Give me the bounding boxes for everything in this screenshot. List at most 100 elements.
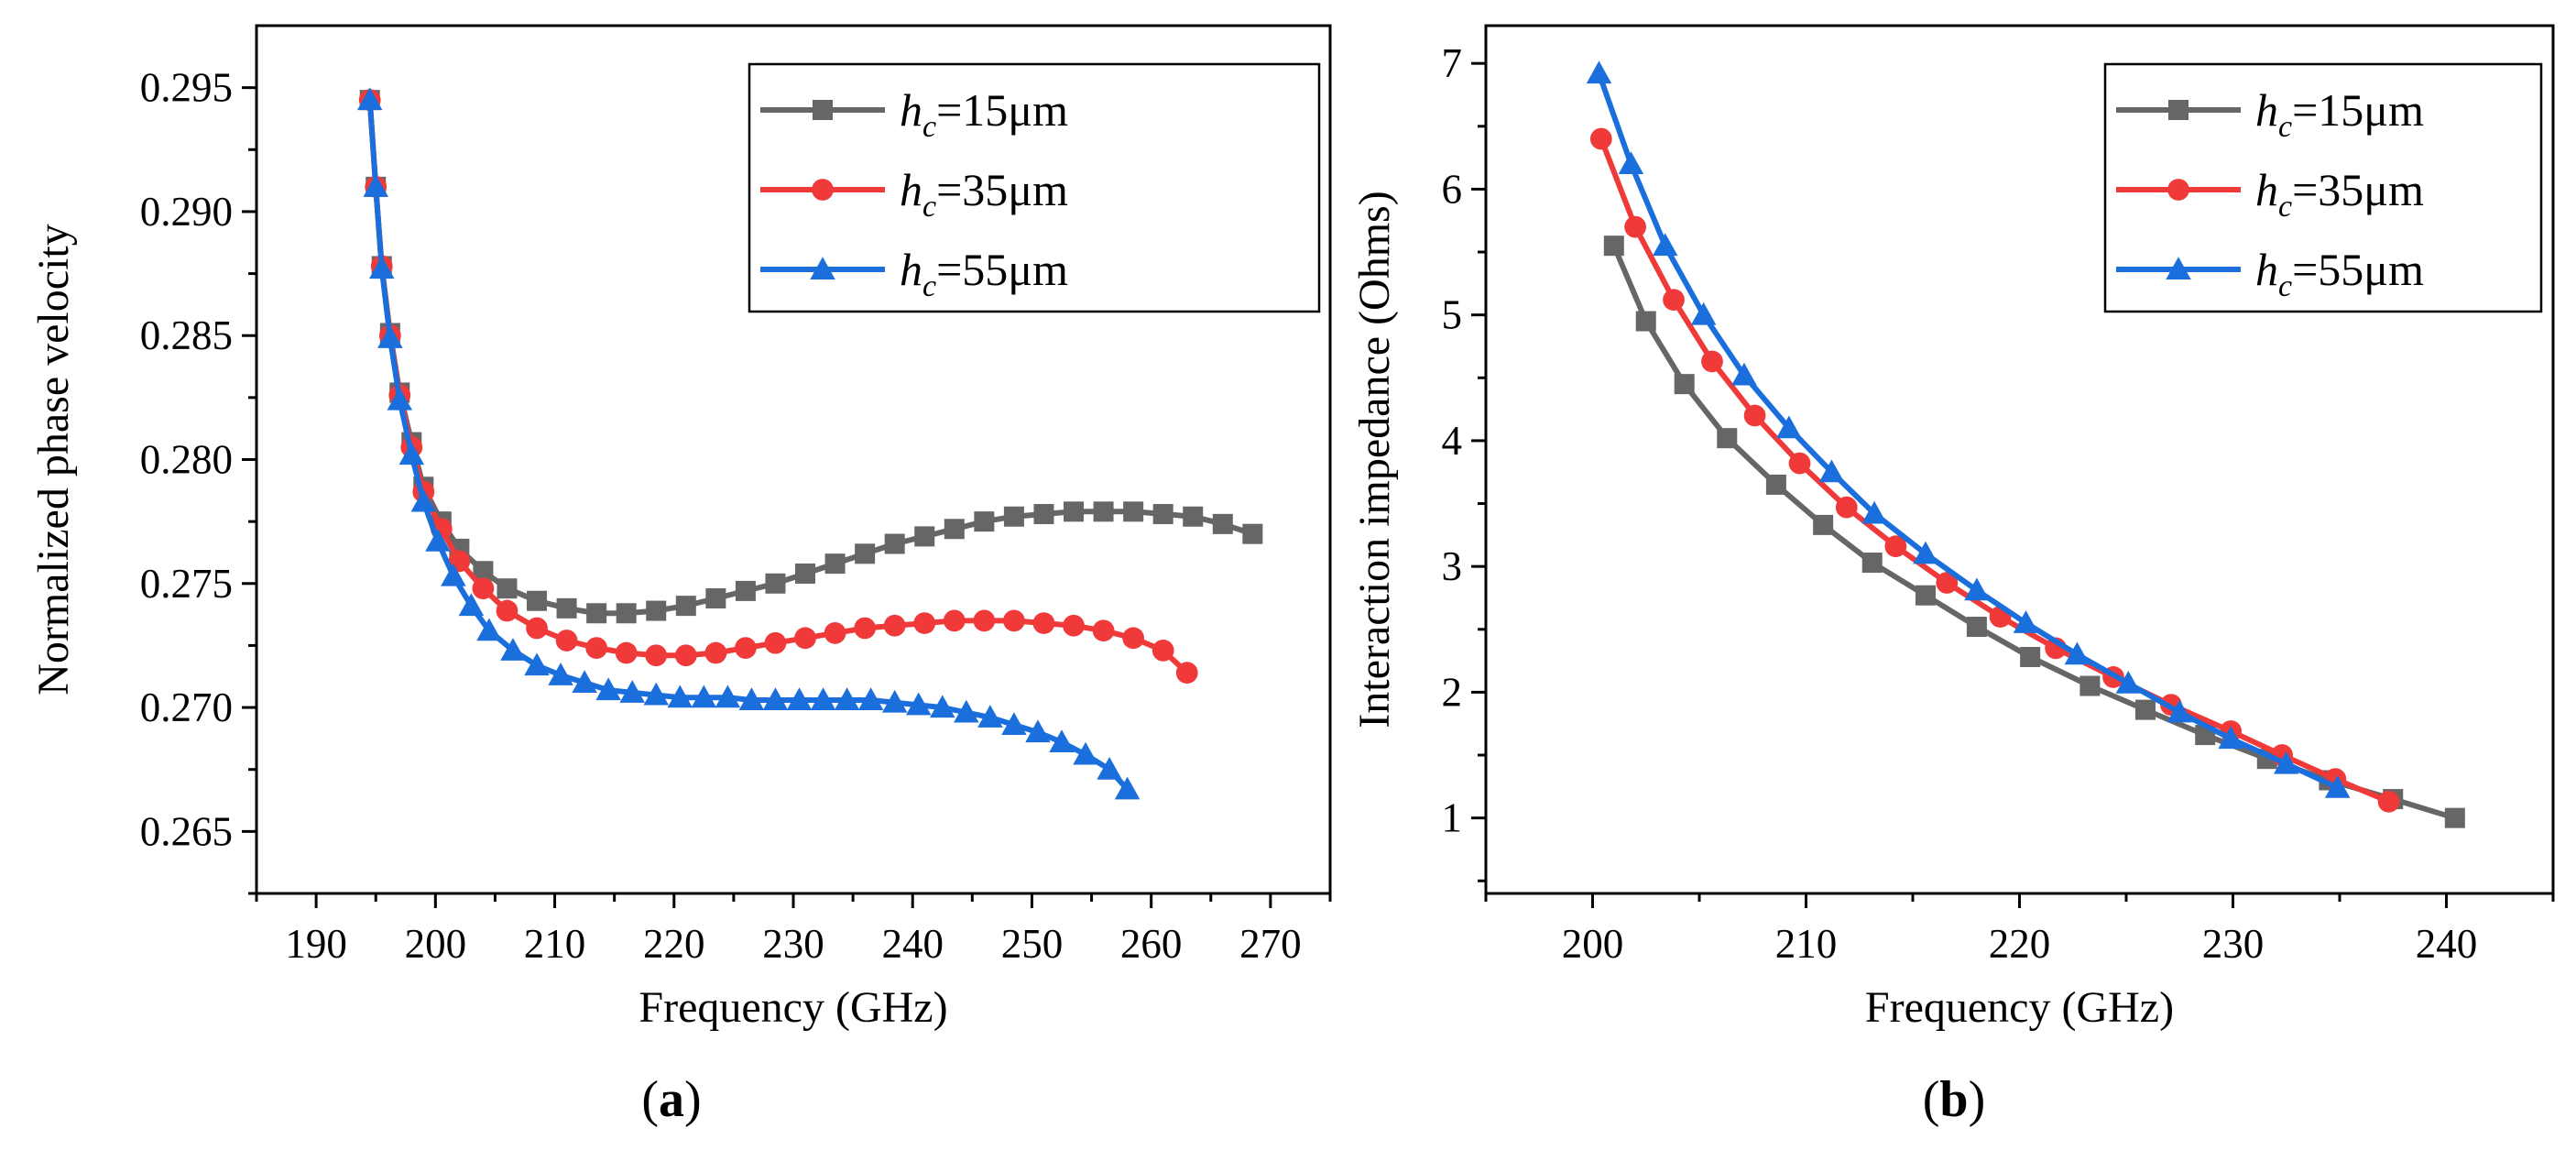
panel-a-data-point [496,599,518,622]
panel-a-data-point [1033,504,1054,525]
panel-a-data-point [691,685,717,708]
panel-b-data-point [1964,577,1990,601]
panel-b-legend-label: hc=55μm [2255,244,2424,303]
panel-a-data-point [377,325,403,348]
panel-a-data-point [795,563,816,584]
panel-a-data-point [884,533,905,554]
panel-b-y-tick-label: 6 [1442,166,1463,212]
panel-b-data-point [2274,750,2299,774]
panel-a-y-tick-label: 0.280 [140,437,233,483]
panel-a-data-point [556,597,577,619]
panel-a-data-point [586,603,607,624]
panel-b-label: (b) [1923,1071,1985,1128]
panel-a-data-point [548,663,573,685]
panel-a-data-point [675,596,696,617]
panel-a-series-55um [356,87,1141,800]
panel-b-data-point [1717,428,1738,449]
panel-b-data-point [1624,215,1646,238]
panel-b-data-point [1788,452,1811,475]
panel-a-data-point [974,511,995,532]
panel-b-data-point [1818,459,1845,483]
panel-b-x-axis-title: Frequency (GHz) [1865,983,2174,1032]
panel-b-data-point [1915,585,1936,606]
panel-a-data-point [715,685,741,708]
panel-a-data-point [527,590,548,611]
panel-b-legend-label: hc=35μm [2255,164,2424,224]
panel-a-data-point [441,563,466,586]
panel-a-x-tick-label: 240 [881,921,944,967]
panel-a-data-point [1183,506,1204,527]
panel-a-data-point [1175,662,1198,685]
panel-a-x-tick-label: 210 [524,921,586,967]
panel-a-data-point [1092,619,1115,642]
panel-a-data-point [387,387,413,411]
panel-a-data-point [1122,627,1145,650]
panel-b-data-point [2020,646,2041,667]
panel-a-y-tick-label: 0.265 [140,808,233,854]
panel-b-data-point [1861,553,1883,574]
panel-b-data-point [2324,774,2351,798]
panel-b-y-tick-label: 2 [1442,669,1463,715]
panel-a-data-point [1063,614,1085,637]
panel-a-data-point [1212,513,1233,534]
panel-a-x-tick-label: 190 [285,921,347,967]
panel-a-data-point [881,689,908,713]
panel-a-data-point [497,578,518,599]
panel-a-data-point [615,641,638,664]
panel-a-data-point [619,680,645,703]
panel-a-data-point [857,687,884,710]
panel-a-data-point [398,442,425,465]
panel-a-data-point [913,612,936,634]
panel-a-x-tick-label: 270 [1239,921,1302,967]
panel-a-data-point [738,687,765,710]
panel-a-data-point [954,699,979,723]
panel-b-data-point [1701,350,1723,373]
panel-b-data-point [1776,415,1802,439]
panel-a-data-point [667,685,693,708]
panel-a-x-axis-title: Frequency (GHz) [639,983,947,1032]
panel-a-data-point [500,638,526,661]
panel-b-x-tick-label: 230 [2202,921,2265,967]
panel-a-data-point [646,600,667,621]
panel-a-data-point [883,614,906,637]
panel-b-y-tick-label: 3 [1442,543,1463,589]
panel-a-data-point [930,695,955,718]
panel-b-data-point [1835,496,1858,519]
panel-b-data-point [2013,610,2039,633]
panel-a-y-tick-label: 0.270 [140,685,233,730]
panel-b-data-point [2444,807,2465,828]
panel-a-data-point [1152,504,1173,525]
panel-a-data-point [1049,729,1075,752]
panel-a-data-point [555,630,578,652]
panel-b-y-tick-label: 4 [1442,418,1463,464]
panel-a-legend: hc=15μm hc=35μm hc=55μm [748,62,1321,313]
panel-a-data-point [824,622,846,644]
panel-b-data-point [1652,233,1678,257]
panel-b-data-point [1618,151,1644,174]
panel-a-legend-label: hc=35μm [900,164,1068,224]
panel-a-y-tick-label: 0.290 [140,189,233,235]
panel-a-data-point [944,519,965,540]
panel-a-data-point [1025,719,1051,743]
panel-b-data-point [1913,541,1938,564]
panel-b-legend-marker [2166,257,2191,279]
panel-a-data-point [458,593,485,617]
panel-a-data-point [834,687,860,710]
panel-b-data-point [1674,374,1695,395]
panel-a-data-point [1123,501,1144,522]
panel-a-x-tick-label: 250 [1001,921,1064,967]
panel-a-x-tick-label: 220 [643,921,705,967]
panel-a-data-point [943,609,966,632]
panel-a-data-point [1093,501,1114,522]
panel-a-data-point [368,256,395,279]
panel-a-data-point [973,609,996,632]
panel-a-data-point [735,580,756,601]
panel-a-data-point [472,577,495,600]
panel-a-y-tick-label: 0.285 [140,312,233,358]
panel-a-data-point [1073,741,1098,765]
panel-b-data-point [1635,311,1656,332]
panel-a-data-point [572,670,597,694]
panel-b-x-tick-label: 210 [1775,921,1838,967]
panel-a-y-axis-title: Normalized phase velocity [29,224,78,695]
panel-a-data-point [764,631,787,654]
